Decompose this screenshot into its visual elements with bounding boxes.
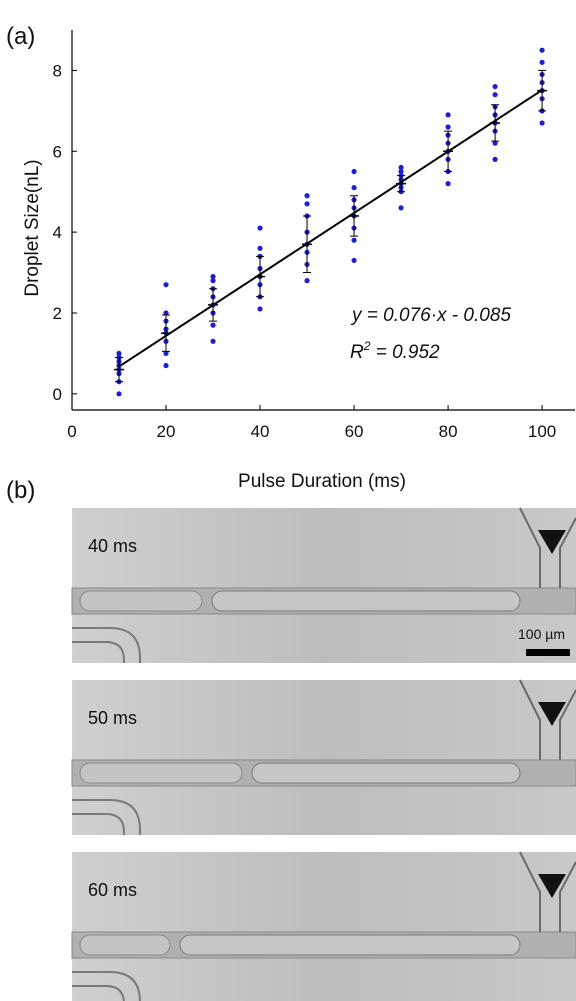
fit-equation: y = 0.076·x - 0.085 xyxy=(350,305,511,326)
data-point xyxy=(304,201,310,207)
data-point xyxy=(445,181,451,187)
scale-bar xyxy=(526,649,570,656)
marker-triangle xyxy=(538,530,566,554)
y-tick-label: 0 xyxy=(53,385,62,404)
data-point xyxy=(304,278,310,284)
y-tick-label: 6 xyxy=(53,142,62,161)
image-background xyxy=(72,852,576,1001)
data-point xyxy=(398,164,404,171)
data-point xyxy=(163,362,169,369)
data-point xyxy=(257,306,263,312)
u-channel xyxy=(72,971,141,1001)
data-point xyxy=(492,92,498,98)
data-point xyxy=(492,140,498,146)
junction xyxy=(519,507,576,588)
droplet xyxy=(179,934,521,956)
x-tick-label: 60 xyxy=(345,422,364,441)
droplet xyxy=(79,934,171,956)
data-point xyxy=(116,391,122,397)
y-tick-label: 8 xyxy=(53,61,62,80)
x-tick-label: 40 xyxy=(251,422,270,441)
micrograph: 60 ms xyxy=(71,851,576,1001)
y-axis-label: Droplet Size(nL) xyxy=(22,159,43,296)
data-point xyxy=(351,168,357,175)
panel-label: (b) xyxy=(6,477,35,504)
x-tick-label: 20 xyxy=(157,422,176,441)
x-axis-label: Pulse Duration (ms) xyxy=(238,471,406,492)
x-tick-label: 80 xyxy=(439,422,458,441)
marker-triangle xyxy=(538,874,566,898)
data-point xyxy=(210,338,216,344)
junction xyxy=(519,679,576,760)
data-point xyxy=(210,322,216,328)
scale-bar-label: 100 µm xyxy=(518,626,565,642)
micrograph: 40 ms xyxy=(71,507,576,663)
data-point xyxy=(210,278,216,284)
r-squared-text: = 0.952 xyxy=(370,342,440,363)
r-squared: R2 = 0.952 xyxy=(350,339,440,363)
data-point xyxy=(539,120,545,126)
data-point xyxy=(163,282,169,288)
data-point xyxy=(351,237,357,243)
time-label: 60 ms xyxy=(88,880,137,900)
data-point xyxy=(351,257,357,264)
data-point xyxy=(539,59,545,65)
y-tick-label: 2 xyxy=(53,304,62,323)
time-label: 50 ms xyxy=(88,708,137,728)
x-tick-label: 0 xyxy=(67,422,76,441)
droplet xyxy=(79,590,203,612)
image-background xyxy=(72,680,576,835)
data-point xyxy=(163,350,169,357)
r-squared-symbol: R xyxy=(350,342,364,363)
y-tick-label: 4 xyxy=(53,223,62,242)
fit-line xyxy=(118,89,543,368)
data-point xyxy=(351,185,357,191)
data-point xyxy=(257,245,263,251)
marker-triangle xyxy=(538,702,566,726)
time-label: 40 ms xyxy=(88,536,137,556)
data-point xyxy=(304,193,310,199)
droplet xyxy=(211,590,521,612)
droplet xyxy=(251,762,521,784)
x-tick-label: 100 xyxy=(528,422,556,441)
data-point xyxy=(116,350,122,357)
u-channel xyxy=(72,627,141,663)
data-point xyxy=(492,83,498,90)
panel-label: (a) xyxy=(6,23,35,50)
data-point xyxy=(398,168,404,175)
droplet xyxy=(79,762,243,784)
data-point xyxy=(210,273,216,280)
data-point xyxy=(398,205,404,211)
image-background xyxy=(72,508,576,663)
micrograph: 50 ms xyxy=(71,679,576,835)
data-point xyxy=(445,112,451,118)
data-point xyxy=(539,47,545,53)
data-point xyxy=(445,124,451,130)
data-point xyxy=(492,156,498,162)
data-point xyxy=(163,310,169,316)
data-point xyxy=(257,225,263,231)
r-squared-exponent: 2 xyxy=(363,339,371,353)
u-channel xyxy=(72,799,141,835)
junction xyxy=(519,851,576,932)
